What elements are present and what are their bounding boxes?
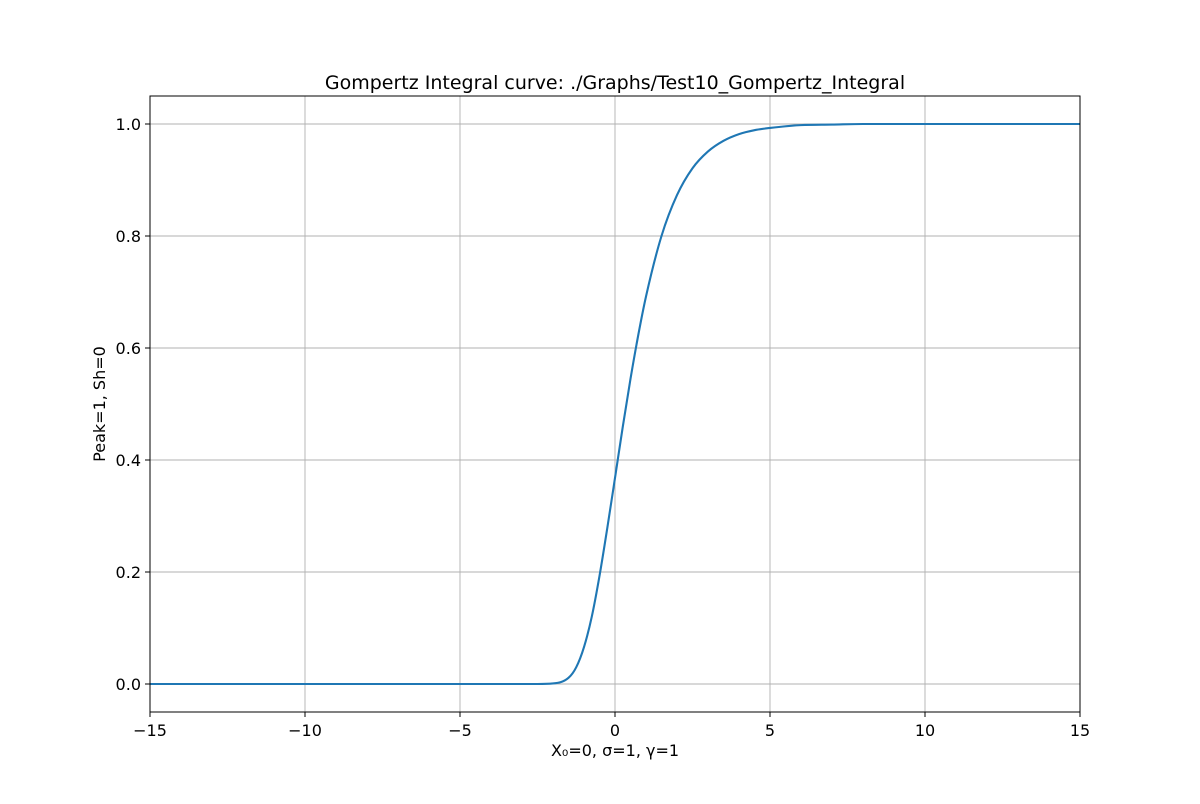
y-tick-label: 0.2 — [116, 563, 141, 582]
x-tick-labels: −15 −10 −5 0 5 10 15 — [133, 721, 1090, 740]
y-tick-label: 0.6 — [116, 339, 141, 358]
series-layer — [149, 122, 1080, 686]
tick-marks — [145, 123, 1081, 717]
x-tick-label: −15 — [133, 721, 167, 740]
x-tick-label: 5 — [765, 721, 775, 740]
y-tick-label: 1.0 — [116, 115, 141, 134]
x-tick-label: −10 — [288, 721, 322, 740]
y-tick-labels: 0.0 0.2 0.4 0.6 0.8 1.0 — [116, 115, 141, 694]
y-tick-label: 0.0 — [116, 675, 141, 694]
y-axis-label: Peak=1, Sh=0 — [90, 346, 109, 462]
x-axis-label: X₀=0, σ=1, γ=1 — [551, 741, 679, 760]
y-tick-label: 0.4 — [116, 451, 141, 470]
x-tick-label: 0 — [610, 721, 620, 740]
x-tick-label: 15 — [1070, 721, 1090, 740]
series-line — [149, 122, 1080, 686]
y-tick-label: 0.8 — [116, 227, 141, 246]
x-tick-label: −5 — [448, 721, 472, 740]
x-tick-label: 10 — [915, 721, 935, 740]
chart-title: Gompertz Integral curve: ./Graphs/Test10… — [325, 72, 905, 94]
